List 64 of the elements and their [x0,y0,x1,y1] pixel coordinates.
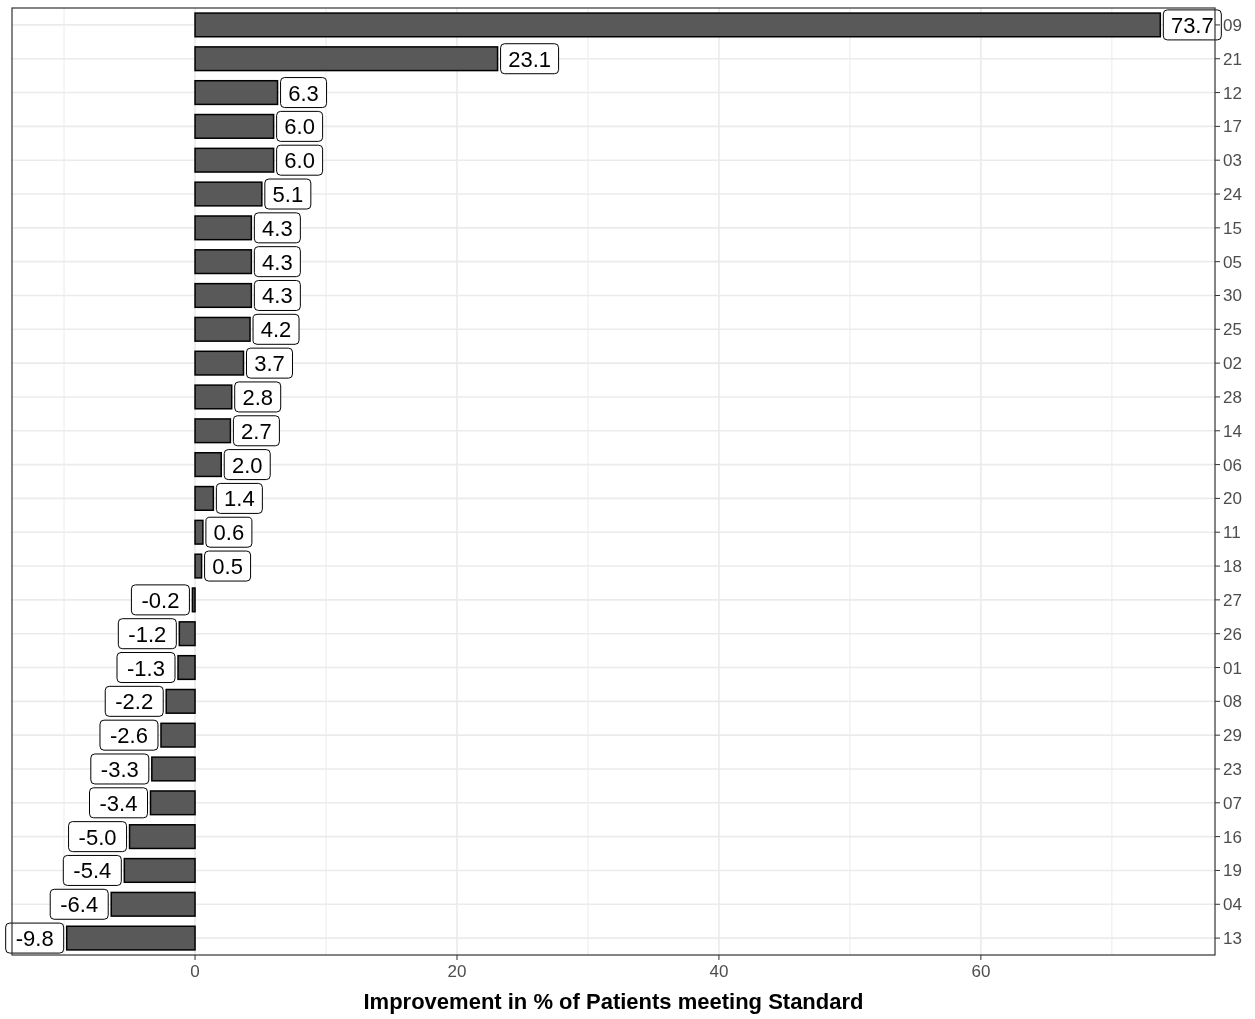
bar [191,587,196,613]
y-tick-label: 23 [1223,759,1242,779]
data-label: 2.7 [241,418,272,444]
y-tick-label: 06 [1223,455,1242,475]
data-label: -2.6 [110,723,148,749]
data-label: 1.4 [224,486,255,512]
y-tick-label: 19 [1223,861,1242,881]
y-tick-label: 08 [1223,692,1242,712]
y-tick-label: 16 [1223,827,1242,847]
data-label: -0.2 [141,587,180,613]
y-tick-label: 05 [1223,252,1242,272]
y-tick-label: 25 [1223,320,1242,340]
bar [194,553,203,579]
data-label: 6.3 [288,80,319,106]
data-label: -6.4 [60,892,99,918]
y-tick-label: 14 [1223,421,1242,441]
y-tick-label: 30 [1223,286,1242,306]
y-tick-label: 24 [1223,185,1242,205]
data-label: -3.3 [100,756,139,782]
y-tick-label: 18 [1223,557,1242,577]
x-axis-title: Improvement in % of Patients meeting Standard [363,989,864,1014]
y-tick-label: 03 [1223,151,1242,171]
y-tick-label: 07 [1223,793,1242,813]
data-label: -3.4 [99,790,138,816]
data-label: 0.6 [213,520,245,546]
data-label: -9.8 [15,926,54,952]
y-tick-label: 26 [1223,624,1242,644]
y-tick-label: 21 [1223,49,1242,69]
y-tick-label: 13 [1223,929,1242,949]
data-label: 4.3 [262,283,293,309]
y-tick-label: 27 [1223,590,1242,610]
y-tick-label: 20 [1223,489,1242,509]
data-label: 73.7 [1170,12,1214,38]
y-tick-label: 02 [1223,354,1242,374]
data-label: 5.1 [272,182,304,208]
x-tick-label: 40 [709,962,729,981]
y-tick-label: 17 [1223,117,1242,137]
y-tick-label: 12 [1223,83,1242,103]
data-label: -5.0 [78,824,117,850]
data-label: 0.5 [212,554,243,580]
x-tick-label: 60 [971,962,991,981]
y-tick-label: 28 [1223,387,1242,407]
data-label: -1.3 [127,655,165,681]
x-tick-label: 0 [190,962,200,981]
data-label: -5.4 [73,858,112,884]
data-label: 2.0 [231,452,263,478]
data-label: 4.3 [262,215,293,241]
data-label: -2.2 [115,689,154,715]
data-label: 4.3 [262,249,293,275]
x-tick-label: 20 [447,962,467,981]
data-label: 23.1 [508,46,551,72]
data-label: 6.0 [284,114,315,140]
y-tick-label: 01 [1223,658,1242,678]
data-label: 4.2 [260,317,292,343]
data-label: 6.0 [284,148,315,174]
y-tick-label: 15 [1223,218,1242,238]
data-label: -1.2 [128,621,167,647]
data-label: 3.7 [254,351,285,377]
y-tick-label: 29 [1223,726,1242,746]
y-tick-label: 09 [1223,15,1242,35]
y-tick-label: 11 [1223,523,1241,543]
data-label: 2.8 [242,384,274,410]
y-tick-label: 04 [1223,895,1242,915]
bar [178,621,196,647]
